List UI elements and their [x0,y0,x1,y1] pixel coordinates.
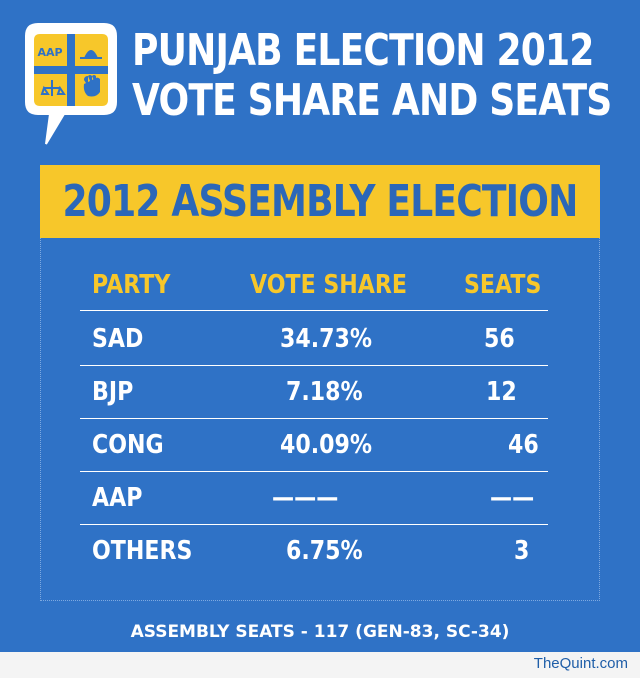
vote-share-value: 7.18% [286,377,363,407]
row-divider [80,471,548,472]
section-banner: 2012 ASSEMBLY ELECTION [40,165,600,238]
vote-share-value: ——— [272,483,339,513]
header-party: PARTY [92,270,171,300]
results-panel [40,238,600,601]
election-symbols-icon: AAP [25,23,117,145]
table-row: AAP ——— —— [0,475,640,527]
title-line-2: VOTE SHARE AND SEATS [132,75,612,126]
vote-share-value: 6.75% [286,536,363,566]
seats-value: 56 [484,324,515,354]
party-name: CONG [92,430,164,460]
row-divider [80,418,548,419]
seats-value: 3 [514,536,530,566]
header-seats: SEATS [464,270,542,300]
header-vote-share: VOTE SHARE [250,270,408,300]
page-title: PUNJAB ELECTION 2012 VOTE SHARE AND SEAT… [132,25,612,126]
table-header: PARTY VOTE SHARE SEATS [0,266,640,306]
banner-title: 2012 ASSEMBLY ELECTION [62,176,579,227]
party-name: BJP [92,377,134,407]
infographic: AAP PUNJAB ELECTION 2012 VOTE SHARE AND … [0,0,640,652]
row-divider [80,524,548,525]
row-divider [80,365,548,366]
seats-value: —— [490,483,535,513]
logo-aap-label: AAP [37,46,62,59]
seats-value: 46 [508,430,539,460]
table-row: OTHERS 6.75% 3 [0,528,640,580]
table-row: SAD 34.73% 56 [0,316,640,368]
table-row: CONG 40.09% 46 [0,422,640,474]
vote-share-value: 40.09% [280,430,373,460]
brand-credit: TheQuint.com [533,655,628,672]
party-name: AAP [92,483,143,513]
row-divider [80,310,548,311]
table-row: BJP 7.18% 12 [0,369,640,421]
seats-value: 12 [486,377,517,407]
vote-share-value: 34.73% [280,324,373,354]
assembly-seats-note: ASSEMBLY SEATS - 117 (GEN-83, SC-34) [130,622,510,642]
title-line-1: PUNJAB ELECTION 2012 [132,25,594,76]
party-name: OTHERS [92,536,193,566]
party-name: SAD [92,324,144,354]
